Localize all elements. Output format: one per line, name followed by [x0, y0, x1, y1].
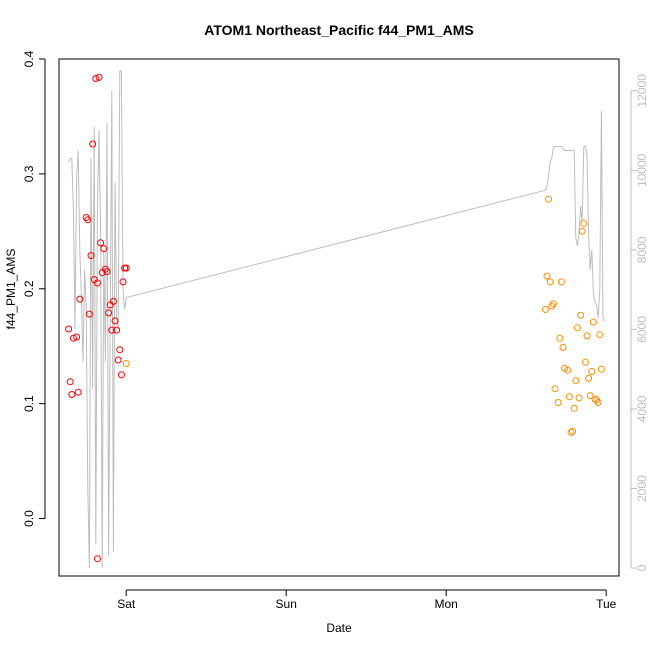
- y2-line-group: [68, 70, 606, 569]
- y-tick-label: 0.3: [22, 165, 36, 182]
- y2-tick-label: 0: [635, 564, 649, 571]
- data-point-s2: [597, 365, 605, 373]
- data-point-s2: [585, 374, 593, 382]
- data-point-s1: [66, 378, 74, 386]
- points-group: [65, 73, 605, 563]
- data-point-s1: [113, 326, 121, 334]
- x-axis-label: Date: [326, 621, 352, 635]
- data-point-s2: [554, 399, 562, 406]
- data-point-s1: [119, 278, 127, 286]
- data-point-s2: [573, 324, 581, 332]
- data-point-s1: [100, 245, 108, 253]
- data-point-s2: [556, 334, 564, 342]
- data-point-s2: [589, 318, 597, 326]
- data-point-s2: [122, 360, 130, 367]
- data-point-s1: [68, 391, 76, 398]
- data-point-s2: [557, 278, 565, 286]
- data-point-s2: [580, 219, 588, 227]
- data-point-s2: [570, 404, 578, 412]
- x-tick-label: Sun: [276, 597, 297, 611]
- chart-title: ATOM1 Northeast_Pacific f44_PM1_AMS: [204, 22, 473, 38]
- data-point-s1: [97, 239, 105, 247]
- data-point-s2: [596, 331, 604, 339]
- data-point-s1: [93, 279, 101, 287]
- y-axis-label: f44_PM1_AMS: [4, 249, 18, 330]
- data-point-s1: [69, 334, 77, 342]
- y2-tick-label: 4000: [635, 395, 649, 422]
- data-point-s1: [116, 346, 124, 354]
- data-point-s1: [92, 75, 100, 82]
- data-point-s1: [87, 252, 95, 259]
- y2-tick-label: 8000: [635, 236, 649, 263]
- data-point-s1: [74, 388, 82, 396]
- data-point-s1: [65, 325, 73, 333]
- data-point-s1: [108, 326, 116, 334]
- data-point-s2: [583, 332, 591, 340]
- data-point-s2: [545, 195, 553, 203]
- data-point-s1: [89, 140, 97, 148]
- data-point-s2: [551, 385, 559, 393]
- data-point-s1: [117, 371, 125, 379]
- data-point-s1: [76, 295, 84, 303]
- y2-tick-label: 10000: [635, 153, 649, 187]
- data-point-s1: [73, 333, 81, 341]
- x-tick-label: Tue: [596, 597, 617, 611]
- data-point-s2: [594, 399, 602, 406]
- y2-tick-label: 6000: [635, 316, 649, 343]
- data-point-s2: [581, 358, 589, 366]
- x-tick-label: Sat: [117, 597, 136, 611]
- y-tick-label: 0.4: [22, 50, 36, 67]
- data-point-s2: [546, 278, 554, 286]
- data-point-s2: [567, 428, 575, 436]
- y2-tick-label: 2000: [635, 475, 649, 502]
- data-point-s2: [577, 311, 585, 319]
- y2-tick-label: 12000: [635, 74, 649, 108]
- data-point-s2: [564, 366, 572, 374]
- data-point-s2: [569, 427, 577, 435]
- y-tick-label: 0.2: [22, 280, 36, 297]
- data-point-s2: [549, 300, 557, 308]
- data-point-s1: [114, 356, 122, 364]
- x-tick-label: Mon: [435, 597, 458, 611]
- data-point-s2: [572, 377, 580, 385]
- data-point-s1: [93, 555, 101, 563]
- axes-group: Sat Sun Mon Tue 0.0 0.1 0.2 0.3 0.4 0 2000 4000 6000…: [22, 50, 649, 611]
- data-point-s2: [578, 227, 586, 235]
- data-point-s1: [109, 297, 117, 305]
- data-point-s2: [575, 394, 583, 402]
- data-point-s2: [543, 272, 551, 280]
- data-point-s1: [122, 264, 130, 272]
- series-line-y2: [68, 70, 606, 569]
- data-point-s2: [588, 368, 596, 375]
- plot-frame: [58, 58, 620, 577]
- data-point-s1: [103, 268, 111, 275]
- data-point-s1: [85, 310, 93, 318]
- data-point-s2: [565, 393, 573, 401]
- data-point-s1: [111, 317, 119, 325]
- data-point-s2: [586, 392, 594, 400]
- data-point-s1: [84, 216, 92, 224]
- data-point-s2: [559, 343, 567, 351]
- data-point-s2: [541, 306, 549, 313]
- data-point-s1: [105, 309, 113, 317]
- data-point-s1: [95, 73, 103, 81]
- y-tick-label: 0.0: [22, 510, 36, 527]
- y-tick-label: 0.1: [22, 395, 36, 412]
